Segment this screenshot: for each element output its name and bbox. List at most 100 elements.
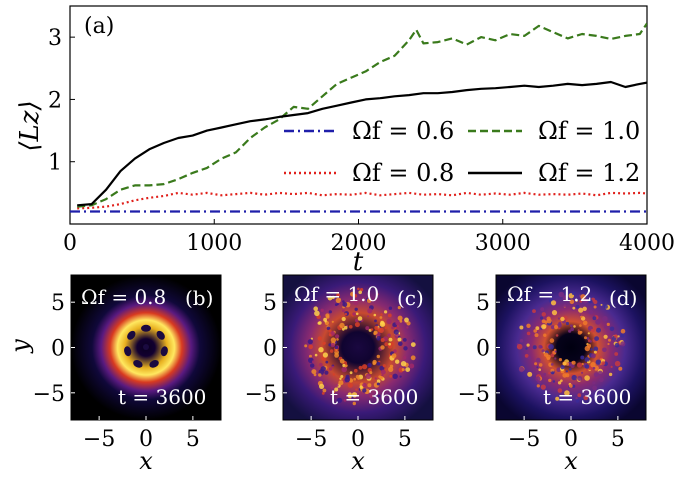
density-speck — [548, 394, 552, 398]
density-speck — [382, 364, 386, 368]
x-tick-label: 0 — [63, 231, 77, 256]
density-speck — [534, 362, 538, 366]
density-speck — [370, 328, 374, 331]
legend: Ωf = 0.6 Ωf = 1.0 Ωf = 0.8 Ωf = 1.2 — [284, 117, 640, 187]
density-speck — [403, 346, 408, 351]
y-axis-ticks: 1 2 3 — [48, 26, 75, 176]
density-speck — [355, 312, 359, 316]
density-speck — [554, 350, 557, 353]
density-speck — [590, 328, 595, 333]
density-speck — [347, 382, 353, 388]
density-speck — [328, 367, 333, 371]
density-speck — [597, 370, 603, 376]
density-speck — [571, 374, 577, 381]
density-speck — [593, 350, 597, 354]
time-label-b: t = 3600 — [118, 385, 206, 409]
density-speck — [342, 302, 348, 307]
density-speck — [525, 347, 528, 350]
density-speck — [594, 336, 599, 341]
density-speck — [327, 295, 333, 301]
density-speck — [352, 312, 356, 316]
density-speck — [397, 315, 403, 321]
density-speck — [580, 294, 586, 300]
density-speck — [401, 368, 405, 372]
y-tick-label: 1 — [48, 151, 62, 176]
density-speck — [568, 367, 572, 371]
density-speck — [325, 313, 330, 318]
density-speck — [376, 379, 381, 384]
density-speck — [384, 310, 388, 314]
density-speck — [614, 360, 621, 367]
legend-label-3: Ωf = 1.2 — [538, 159, 640, 187]
density-speck — [569, 299, 575, 305]
x-tick-label: −5 — [508, 427, 540, 452]
density-speck — [404, 317, 409, 323]
density-speck — [354, 368, 358, 373]
density-speck — [584, 336, 587, 340]
density-speck — [388, 306, 393, 310]
density-speck — [376, 293, 379, 296]
density-speck — [536, 384, 540, 388]
y-tick-label: 2 — [48, 88, 62, 113]
density-speck — [558, 321, 562, 325]
density-speck — [387, 313, 392, 318]
density-speck — [379, 316, 383, 319]
density-speck — [334, 345, 339, 350]
density-speck — [334, 387, 339, 392]
density-speck — [560, 316, 565, 322]
density-speck — [358, 365, 363, 370]
plot-frame — [69, 5, 648, 225]
density-speck — [388, 337, 393, 342]
density-speck — [397, 306, 401, 310]
density-speck — [582, 320, 588, 326]
density-speck — [384, 326, 387, 330]
density-speck — [395, 321, 400, 326]
y-tick-label: −5 — [458, 382, 490, 407]
density-speck — [586, 337, 590, 340]
density-speck — [562, 295, 568, 301]
density-speck — [398, 341, 403, 347]
density-speck — [344, 312, 348, 316]
density-speck — [399, 319, 403, 323]
density-speck — [562, 373, 567, 378]
density-speck — [575, 397, 578, 400]
density-speck — [620, 341, 626, 347]
panel-tag-a: (a) — [84, 14, 114, 39]
density-speck — [318, 347, 324, 353]
density-speck — [580, 355, 585, 360]
density-speck — [334, 303, 338, 306]
density-speck — [550, 300, 557, 306]
density-speck — [336, 293, 340, 298]
density-speck — [341, 316, 346, 322]
density-speck — [548, 371, 551, 375]
y-tick-label: 0 — [476, 337, 490, 362]
density-speck — [386, 318, 392, 325]
density-speck — [365, 326, 370, 331]
density-speck — [610, 365, 613, 368]
density-speck — [321, 392, 325, 395]
density-speck — [323, 341, 326, 345]
density-speck — [307, 339, 313, 345]
density-speck — [540, 384, 546, 390]
y-tick-label: 5 — [476, 291, 490, 316]
density-speck — [592, 381, 596, 385]
vortex-speckle-d — [516, 291, 626, 403]
density-speck — [536, 357, 541, 363]
density-speck — [353, 300, 359, 306]
density-speck — [379, 321, 386, 327]
density-speck — [606, 322, 610, 326]
density-speck — [557, 381, 562, 385]
heatmap-panel-c: Ωf = 1.0 (c) t = 3600 −5 0 5 5 0 −5 x — [245, 274, 434, 475]
density-speck — [582, 298, 588, 304]
density-speck — [565, 362, 570, 366]
x-axis-label: t — [353, 247, 364, 277]
x-tick-label: 0 — [351, 427, 365, 452]
density-speck — [601, 361, 606, 365]
density-speck — [410, 342, 416, 347]
density-speck — [410, 355, 416, 361]
density-speck — [326, 326, 331, 331]
series-line-2 — [77, 22, 647, 208]
density-speck — [308, 344, 314, 350]
density-speck — [362, 388, 367, 393]
